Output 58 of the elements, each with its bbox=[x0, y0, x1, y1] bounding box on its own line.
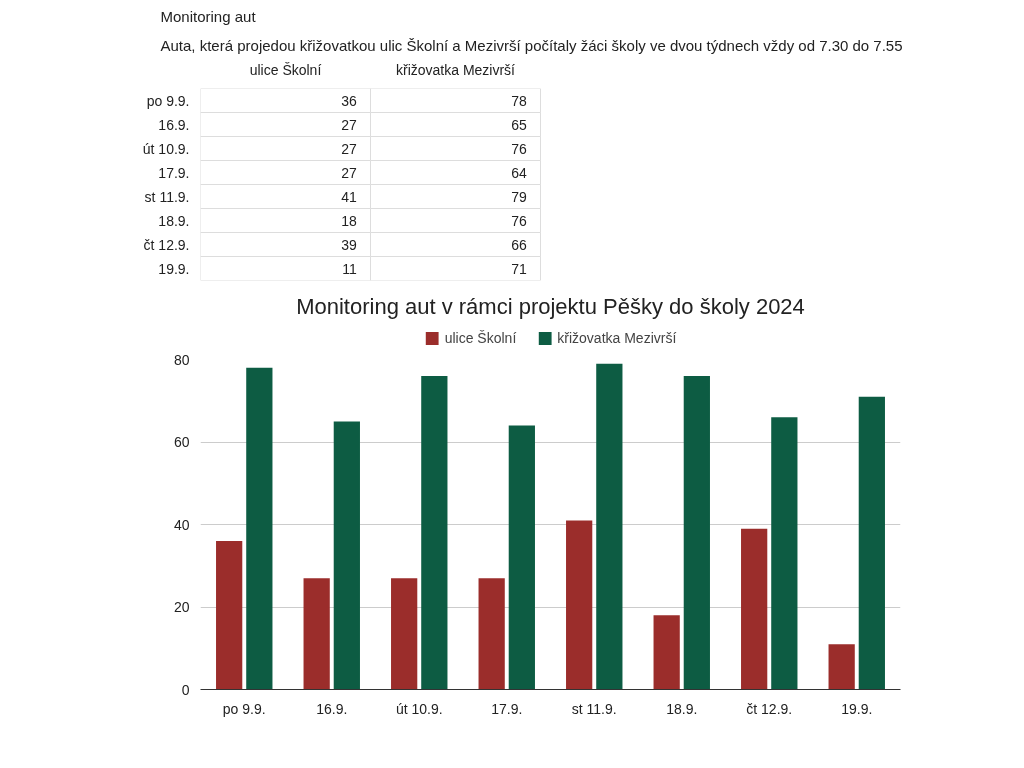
data-label: 65 bbox=[511, 116, 528, 133]
data-label: 78 bbox=[511, 92, 528, 109]
x-tick-label: 16.9. bbox=[316, 700, 348, 717]
y-tick-label: st 11.9. bbox=[144, 188, 190, 205]
bar bbox=[508, 425, 535, 690]
x-tick-label: čt 12.9. bbox=[746, 700, 793, 717]
data-label: 27 bbox=[341, 140, 358, 157]
bar bbox=[421, 376, 448, 690]
y-tick-label: 40 bbox=[173, 516, 190, 533]
data-label: 66 bbox=[511, 236, 528, 253]
data-label: 64 bbox=[511, 164, 528, 181]
chart-title: Monitoring aut bbox=[160, 7, 257, 25]
x-tick-label: 18.9. bbox=[666, 700, 698, 717]
data-label: 79 bbox=[511, 188, 528, 205]
bar bbox=[771, 417, 798, 690]
x-tick-label: út 10.9. bbox=[395, 700, 443, 717]
bar bbox=[303, 578, 330, 690]
data-label: 76 bbox=[511, 140, 528, 157]
y-tick-label: čt 12.9. bbox=[143, 236, 190, 253]
chart-subtitle: Auta, která projedou křižovatkou ulic Školní a Mezivrší počítaly žáci školy ve dvou týdnech vždy od 7.30 do 7.55 bbox=[160, 36, 903, 54]
y-tick-label: 18.9. bbox=[158, 212, 190, 229]
y-tick-label: 19.9. bbox=[158, 260, 190, 277]
data-label: 36 bbox=[341, 92, 358, 109]
legend-label: křižovatka Mezivrší bbox=[557, 330, 677, 346]
data-label: 18 bbox=[341, 212, 358, 229]
bar bbox=[596, 363, 623, 690]
bar bbox=[246, 367, 273, 690]
y-tick-label: 20 bbox=[173, 599, 190, 615]
chart-title: Monitoring aut v rámci projektu Pěšky do školy 2024 bbox=[296, 293, 805, 319]
data-label: 71 bbox=[511, 260, 528, 277]
y-tick-label: út 10.9. bbox=[142, 140, 190, 157]
bar bbox=[683, 376, 710, 690]
data-label: 41 bbox=[341, 188, 358, 205]
bar bbox=[391, 578, 418, 690]
bar bbox=[653, 615, 680, 690]
y-tick-label: 80 bbox=[173, 351, 190, 368]
x-tick-label: po 9.9. bbox=[222, 700, 266, 717]
y-tick-label: po 9.9. bbox=[146, 92, 190, 109]
data-label: 39 bbox=[341, 236, 358, 253]
y-tick-label: 60 bbox=[173, 434, 190, 450]
bar bbox=[566, 520, 593, 690]
bar bbox=[828, 644, 855, 690]
bar bbox=[478, 578, 505, 690]
data-label: 27 bbox=[341, 116, 358, 133]
data-label: 11 bbox=[342, 260, 358, 277]
x-tick-label: st 11.9. bbox=[571, 700, 617, 717]
y-tick-label: 0 bbox=[181, 681, 190, 698]
y-tick-label: 16.9. bbox=[158, 116, 190, 133]
legend-label: ulice Školní bbox=[444, 330, 517, 346]
bar bbox=[333, 421, 360, 690]
x-tick-label: 19.9. bbox=[841, 700, 873, 717]
bar bbox=[216, 541, 243, 690]
data-label: 27 bbox=[341, 164, 358, 181]
bar bbox=[858, 396, 885, 690]
data-label: 76 bbox=[511, 212, 528, 229]
y-tick-label: 17.9. bbox=[158, 164, 190, 181]
bar bbox=[741, 528, 768, 690]
x-tick-label: 17.9. bbox=[491, 700, 523, 717]
